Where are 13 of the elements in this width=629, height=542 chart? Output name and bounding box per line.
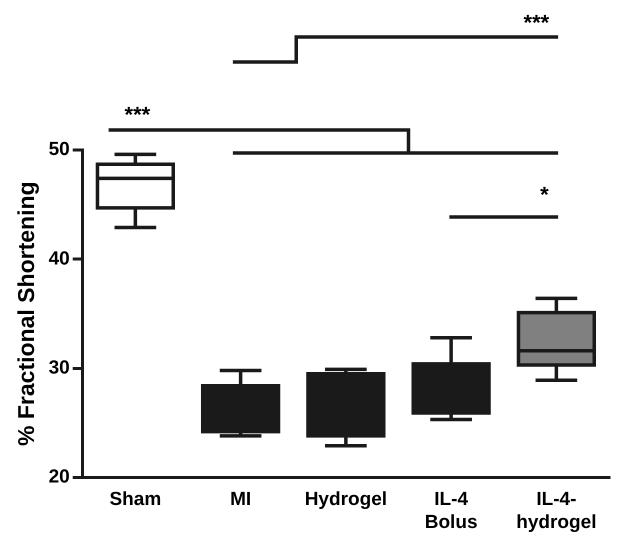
y-axis-title: % Fractional Shortening	[13, 181, 40, 446]
x-tick-label: IL-4-hydrogel	[516, 489, 596, 533]
y-tick-label: 50	[48, 139, 70, 160]
x-tick-label: Sham	[109, 489, 162, 510]
text: ***	[124, 102, 151, 127]
y-tick-label: 40	[48, 248, 70, 270]
text: ***	[524, 10, 550, 35]
y-tick-label: 30	[48, 358, 70, 378]
annotation: *	[540, 182, 550, 207]
x-tick-label: MI	[230, 489, 252, 510]
x-tick-label: IL-4 Bolus	[424, 489, 478, 533]
x-tick-label: Hydrogel	[304, 489, 388, 510]
y-tick-label: 20	[48, 466, 70, 488]
